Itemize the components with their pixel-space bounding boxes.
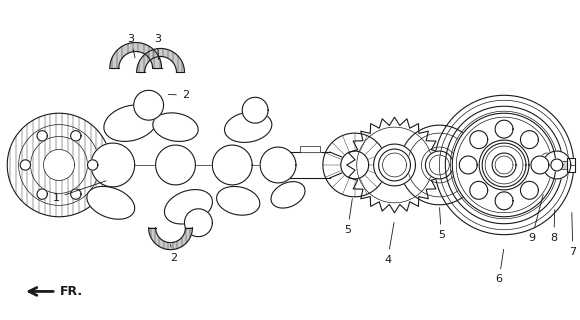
Polygon shape (379, 149, 411, 181)
Polygon shape (541, 159, 553, 171)
Polygon shape (520, 181, 538, 199)
Polygon shape (567, 158, 575, 172)
Polygon shape (470, 181, 488, 199)
Text: 3: 3 (127, 34, 135, 58)
Polygon shape (520, 131, 538, 148)
Text: 2: 2 (170, 244, 177, 263)
Polygon shape (425, 151, 454, 179)
Polygon shape (71, 131, 81, 141)
Polygon shape (37, 131, 48, 141)
Polygon shape (482, 143, 526, 187)
Polygon shape (110, 43, 162, 68)
Polygon shape (155, 145, 195, 185)
Polygon shape (212, 145, 252, 185)
Text: 1: 1 (53, 181, 106, 203)
Polygon shape (452, 113, 556, 217)
Ellipse shape (153, 113, 198, 141)
Polygon shape (495, 120, 513, 138)
Polygon shape (7, 113, 111, 217)
Polygon shape (400, 125, 479, 205)
Polygon shape (133, 90, 164, 120)
Polygon shape (492, 153, 516, 177)
Polygon shape (37, 189, 48, 199)
Polygon shape (71, 189, 81, 199)
Text: 3: 3 (154, 34, 161, 60)
Polygon shape (374, 144, 415, 186)
Text: 9: 9 (528, 195, 543, 243)
Polygon shape (323, 133, 387, 197)
Polygon shape (459, 156, 477, 174)
Text: 5: 5 (438, 208, 445, 240)
Ellipse shape (216, 187, 260, 215)
Text: 6: 6 (495, 249, 503, 284)
Text: 8: 8 (550, 210, 557, 243)
Polygon shape (20, 160, 31, 170)
Text: FR.: FR. (60, 285, 83, 298)
Text: 5: 5 (345, 199, 352, 235)
Polygon shape (260, 147, 296, 183)
Polygon shape (88, 160, 98, 170)
Ellipse shape (164, 189, 212, 224)
Polygon shape (470, 131, 488, 148)
Ellipse shape (104, 105, 158, 141)
Ellipse shape (87, 186, 135, 219)
Ellipse shape (224, 112, 272, 142)
Polygon shape (242, 97, 268, 123)
Polygon shape (555, 161, 567, 169)
Polygon shape (91, 143, 135, 187)
Text: 4: 4 (384, 222, 394, 265)
Polygon shape (184, 209, 212, 237)
Text: 2: 2 (168, 90, 189, 100)
Ellipse shape (271, 182, 305, 208)
Polygon shape (137, 49, 184, 72)
Polygon shape (341, 151, 369, 179)
Polygon shape (300, 146, 320, 152)
Polygon shape (347, 117, 443, 213)
Polygon shape (479, 140, 529, 190)
Polygon shape (290, 152, 330, 178)
Polygon shape (531, 156, 549, 174)
Polygon shape (543, 151, 571, 179)
Text: 7: 7 (569, 212, 577, 257)
Polygon shape (495, 192, 513, 210)
Polygon shape (148, 228, 193, 250)
Polygon shape (551, 159, 563, 171)
Polygon shape (434, 95, 574, 235)
